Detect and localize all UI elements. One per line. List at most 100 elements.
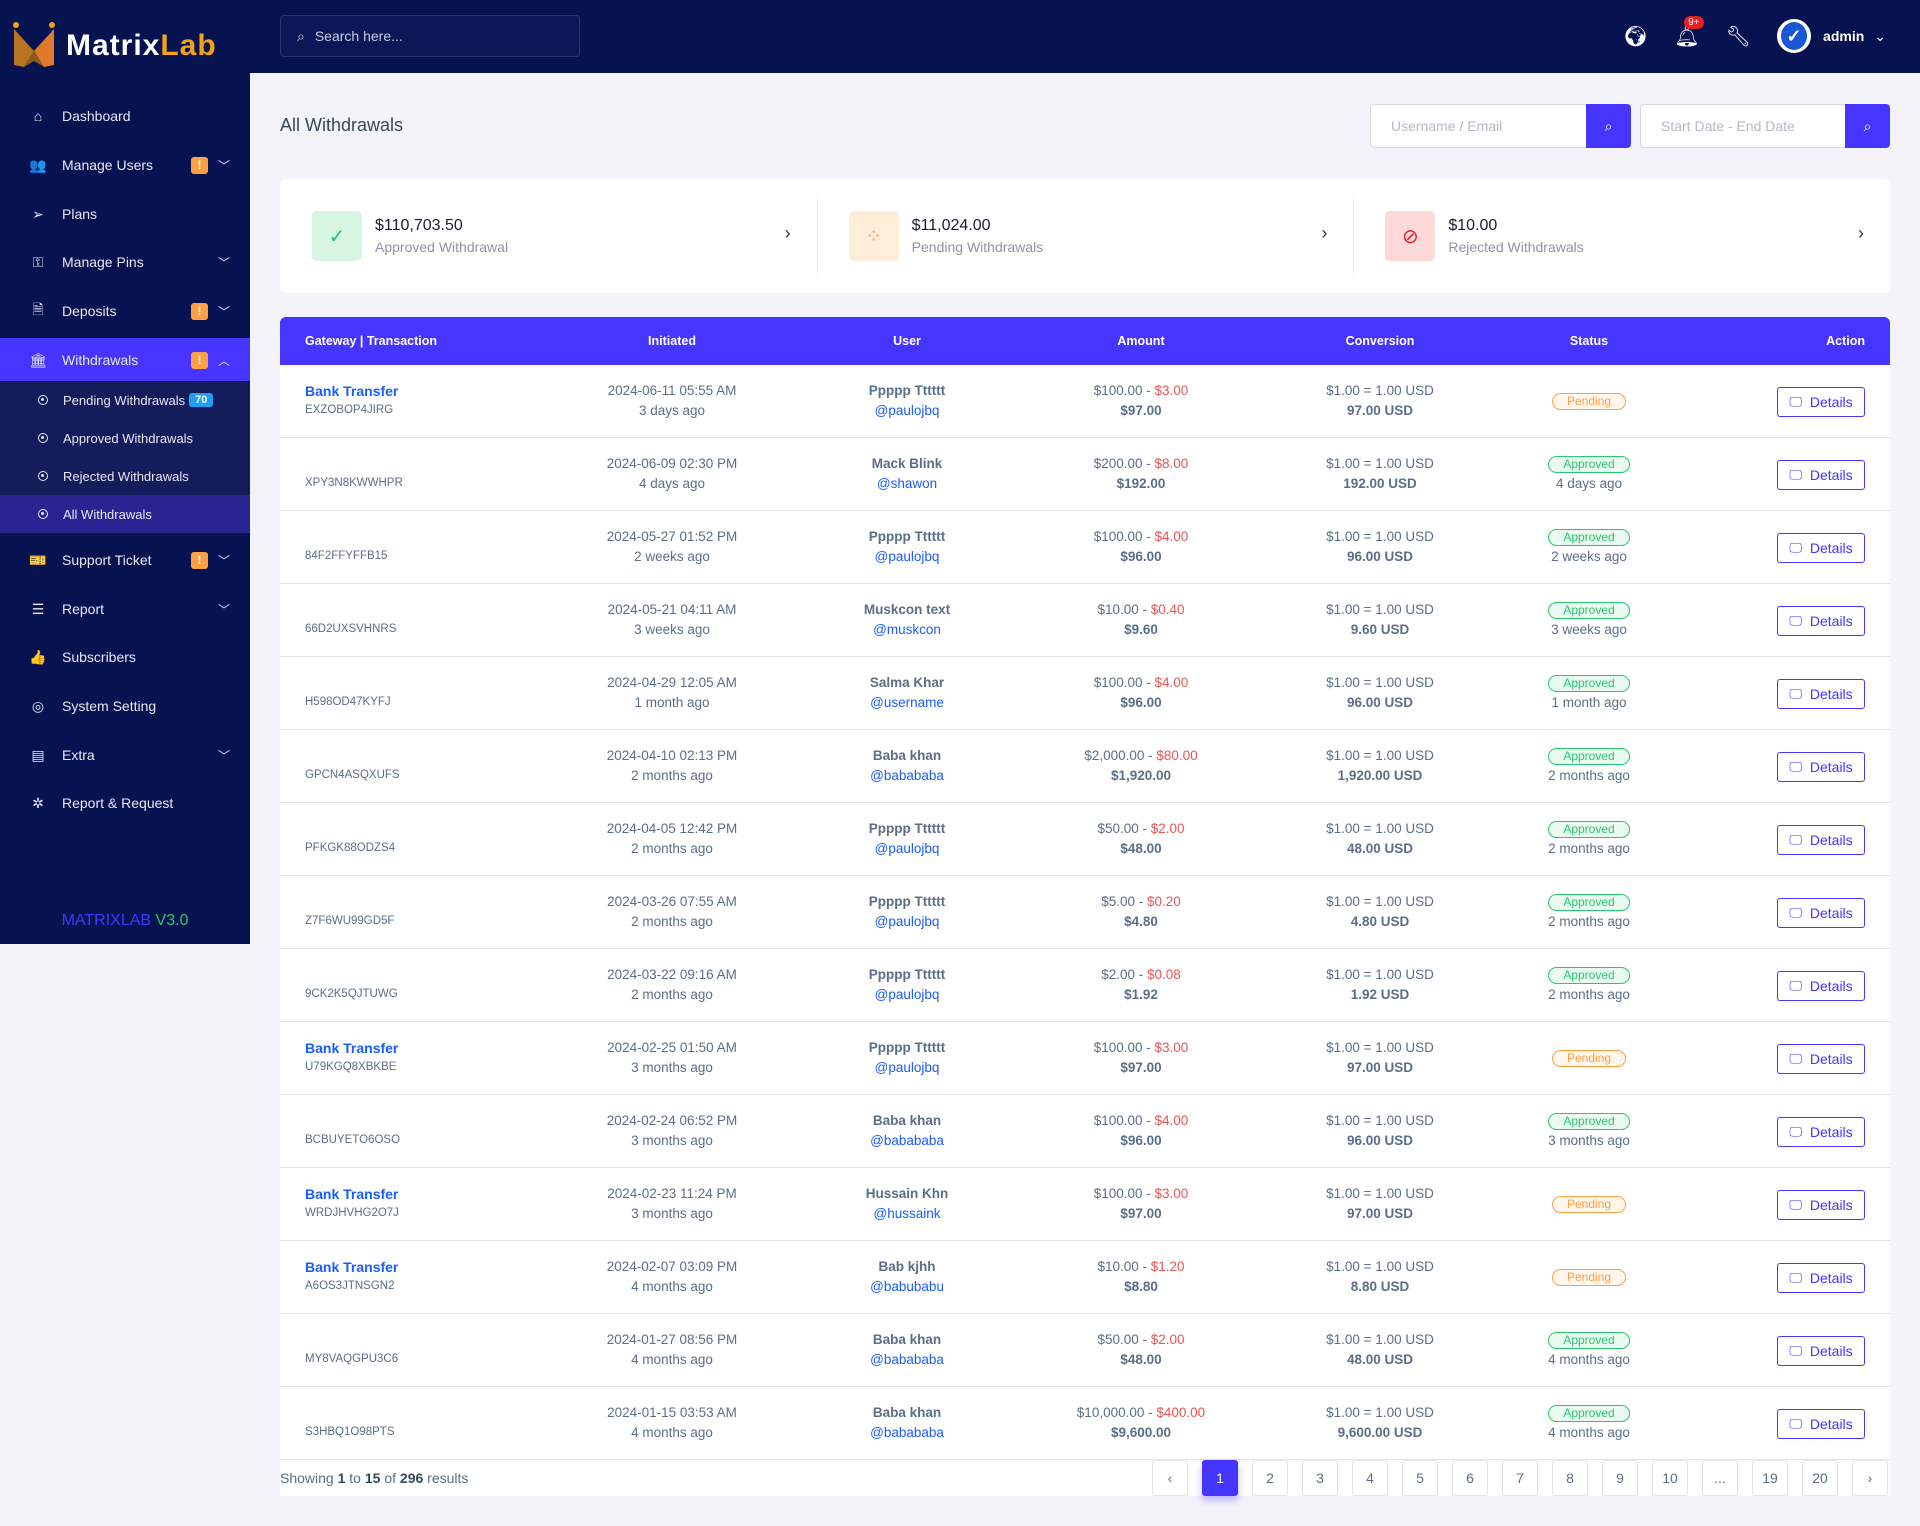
stat-card-rejected[interactable]: ⊘ $10.00 Rejected Withdrawals › — [1353, 179, 1890, 293]
submenu-item-pending-withdrawals[interactable]: Pending Withdrawals 70 — [0, 381, 250, 419]
user-handle-link[interactable]: @paulojbq — [874, 987, 940, 1002]
avatar[interactable]: ✓ — [1777, 19, 1812, 53]
username-email-input[interactable]: Username / Email — [1370, 104, 1586, 148]
status-badge: Pending — [1551, 393, 1627, 410]
user-handle-link[interactable]: @paulojbq — [874, 549, 940, 564]
table-footer: Showing 1 to 15 of 296 results ‹ 1 2 3 4 5 6 7 8… — [280, 1460, 1890, 1496]
sidebar-item-dashboard[interactable]: ⌂ Dashboard — [0, 94, 250, 138]
user-handle-link[interactable]: @muskcon — [873, 622, 941, 637]
chevron-up-icon[interactable]: ︿ — [218, 353, 231, 368]
user-handle-link[interactable]: @babubabu — [870, 1279, 944, 1294]
chevron-right-icon[interactable]: › — [784, 223, 791, 243]
chevron-right-icon[interactable]: › — [1321, 223, 1328, 243]
user-search-button[interactable]: ⌕ — [1586, 104, 1631, 148]
user-handle-link[interactable]: @username — [870, 695, 944, 710]
initiated-cell: 2024-02-07 03:09 PM 4 months ago — [572, 1257, 772, 1297]
gateway-link[interactable]: Bank Transfer — [305, 1259, 399, 1275]
pagination-page-5[interactable]: 5 — [1402, 1460, 1438, 1496]
submenu-item-approved-withdrawals[interactable]: Approved Withdrawals — [0, 419, 250, 457]
chevron-down-icon[interactable]: ﹀ — [218, 255, 231, 270]
pagination-next-button[interactable]: › — [1852, 1460, 1888, 1496]
table-row: 9CK2K5QJTUWG 2024-03-22 09:16 AM 2 months … — [280, 949, 1890, 1022]
user-handle-link[interactable]: @paulojbq — [874, 914, 940, 929]
chevron-down-circle-icon[interactable]: ⌄ — [1874, 27, 1886, 44]
transaction-id: 84F2FFYFFB15 — [305, 550, 388, 562]
details-button[interactable]: 🖵 Details — [1777, 460, 1865, 490]
sidebar-item-manage-pins[interactable]: ⚿ Manage Pins ﹀ — [0, 240, 250, 284]
sidebar-item-withdrawals[interactable]: 🏛 Withdrawals! ︿ — [0, 338, 250, 382]
pagination-page-6[interactable]: 6 — [1452, 1460, 1488, 1496]
pagination-page-9[interactable]: 9 — [1602, 1460, 1638, 1496]
chevron-down-icon[interactable]: ﹀ — [218, 553, 231, 568]
gateway-link[interactable]: Bank Transfer — [305, 1040, 399, 1056]
chevron-down-icon[interactable]: ﹀ — [218, 748, 231, 763]
pagination-page-7[interactable]: 7 — [1502, 1460, 1538, 1496]
chevron-down-icon[interactable]: ﹀ — [218, 158, 231, 173]
details-button[interactable]: 🖵 Details — [1777, 825, 1865, 855]
sidebar-item-system-setting[interactable]: ◎ System Setting — [0, 684, 250, 728]
sidebar-item-manage-users[interactable]: 👥 Manage Users! ﹀ — [0, 143, 250, 187]
stat-card-approved[interactable]: ✓ $110,703.50 Approved Withdrawal › — [280, 179, 817, 293]
sidebar-item-subscribers[interactable]: 👍 Subscribers — [0, 635, 250, 679]
withdrawal-stats: ✓ $110,703.50 Approved Withdrawal › ⁘ $11,024… — [280, 179, 1890, 293]
user-handle-link[interactable]: @babababa — [870, 1133, 944, 1148]
user-handle-link[interactable]: @hussaink — [873, 1206, 941, 1221]
user-name[interactable]: admin — [1823, 28, 1865, 44]
pagination-page-3[interactable]: 3 — [1302, 1460, 1338, 1496]
details-button[interactable]: 🖵 Details — [1777, 1336, 1865, 1366]
pagination-page-20[interactable]: 20 — [1802, 1460, 1838, 1496]
sidebar-item-report[interactable]: ☰ Report ﹀ — [0, 587, 250, 631]
pagination-page-8[interactable]: 8 — [1552, 1460, 1588, 1496]
details-button[interactable]: 🖵 Details — [1777, 533, 1865, 563]
details-button[interactable]: 🖵 Details — [1777, 898, 1865, 928]
user-handle-link[interactable]: @babababa — [870, 1352, 944, 1367]
pagination-page-1[interactable]: 1 — [1202, 1460, 1238, 1496]
details-button[interactable]: 🖵 Details — [1777, 971, 1865, 1001]
sidebar-item-report-request[interactable]: ✲ Report & Request — [0, 781, 250, 825]
stat-card-pending[interactable]: ⁘ $11,024.00 Pending Withdrawals › — [816, 179, 1354, 293]
details-button[interactable]: 🖵 Details — [1777, 1263, 1865, 1293]
user-handle-link[interactable]: @paulojbq — [874, 1060, 940, 1075]
details-button[interactable]: 🖵 Details — [1777, 1190, 1865, 1220]
details-button[interactable]: 🖵 Details — [1777, 752, 1865, 782]
pagination-page-4[interactable]: 4 — [1352, 1460, 1388, 1496]
details-button[interactable]: 🖵 Details — [1777, 679, 1865, 709]
user-handle-link[interactable]: @shawon — [876, 476, 938, 491]
sidebar-item-plans[interactable]: ➢ Plans — [0, 192, 250, 236]
pagination-prev-button[interactable]: ‹ — [1152, 1460, 1188, 1496]
user-handle-link[interactable]: @babababa — [870, 768, 944, 783]
chevron-down-icon[interactable]: ﹀ — [218, 304, 231, 319]
gateway-link[interactable]: Bank Transfer — [305, 1186, 399, 1202]
amount-line: $50.00 - $2.00 — [1097, 1332, 1185, 1347]
pagination-page-19[interactable]: 19 — [1752, 1460, 1788, 1496]
submenu-item-rejected-withdrawals[interactable]: Rejected Withdrawals — [0, 457, 250, 495]
details-button[interactable]: 🖵 Details — [1777, 1044, 1865, 1074]
charge-value: $4.00 — [1154, 1113, 1189, 1128]
logo[interactable]: MatrixLab — [12, 18, 217, 74]
search-input[interactable]: ⌕ Search here... — [280, 15, 580, 57]
date-range-input[interactable]: Start Date - End Date — [1640, 104, 1845, 148]
details-button[interactable]: 🖵 Details — [1777, 1117, 1865, 1147]
chevron-right-icon[interactable]: › — [1858, 223, 1865, 243]
wrench-icon[interactable]: 🔧︎ — [1725, 25, 1752, 48]
gateway-link[interactable]: Bank Transfer — [305, 383, 399, 399]
details-button[interactable]: 🖵 Details — [1777, 387, 1865, 417]
date-search-button[interactable]: ⌕ — [1845, 104, 1890, 148]
user-handle-link[interactable]: @babababa — [870, 1425, 944, 1440]
details-label: Details — [1809, 1051, 1853, 1067]
sidebar-item-support-ticket[interactable]: 🎫 Support Ticket! ﹀ — [0, 538, 250, 582]
sidebar-item-extra[interactable]: ▤ Extra ﹀ — [0, 733, 250, 777]
details-button[interactable]: 🖵 Details — [1777, 606, 1865, 636]
globe-icon[interactable]: 🌍︎ — [1622, 25, 1649, 48]
submenu-item-all-withdrawals[interactable]: All Withdrawals — [0, 495, 250, 533]
pagination-page-10[interactable]: 10 — [1652, 1460, 1688, 1496]
amount-cell: $10.00 - $0.40 $9.60 — [1041, 600, 1241, 640]
bell-icon[interactable]: 🔔︎ 9+ — [1674, 15, 1704, 49]
chevron-down-icon[interactable]: ﹀ — [218, 602, 231, 617]
sidebar-item-deposits[interactable]: 🗎 Deposits! ﹀ — [0, 289, 250, 333]
details-button[interactable]: 🖵 Details — [1777, 1409, 1865, 1439]
user-handle-link[interactable]: @paulojbq — [874, 403, 940, 418]
user-handle-link[interactable]: @paulojbq — [874, 841, 940, 856]
monitor-icon: 🖵 — [1789, 759, 1802, 774]
pagination-page-2[interactable]: 2 — [1252, 1460, 1288, 1496]
